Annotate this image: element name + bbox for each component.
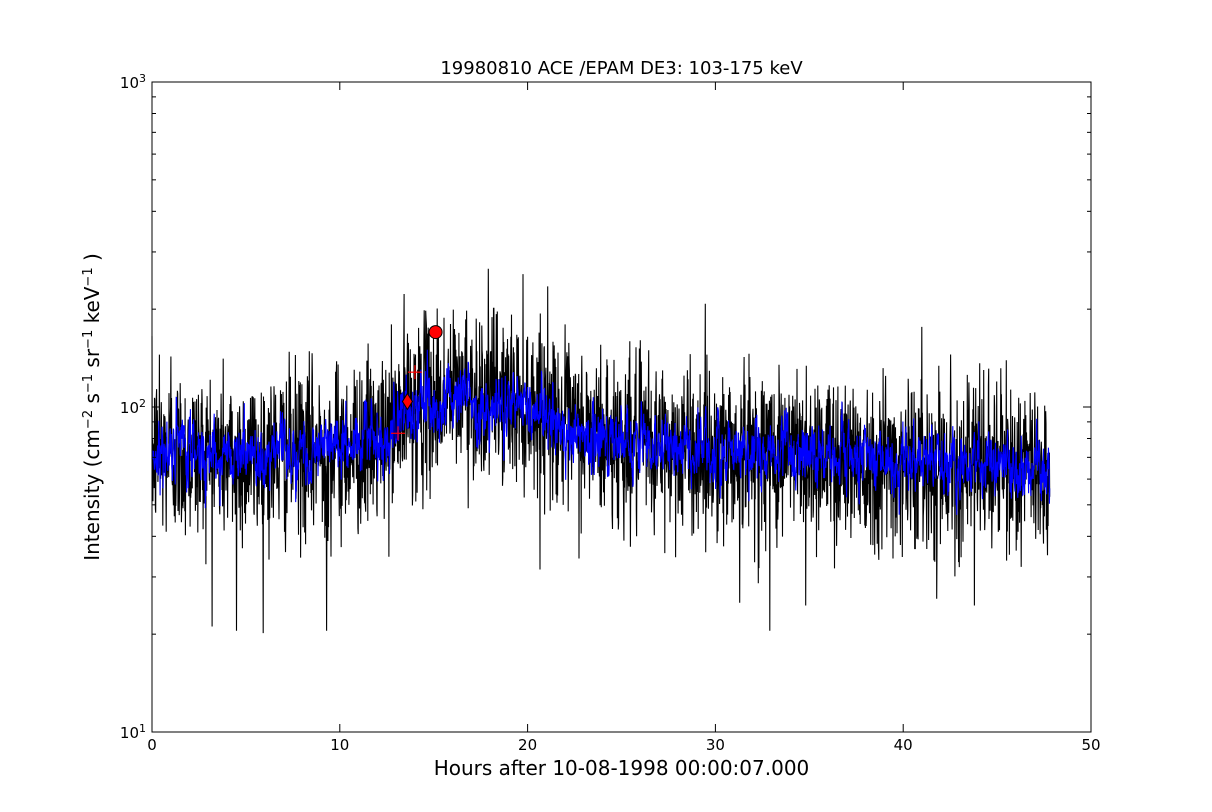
x-tick-label: 0 [147, 736, 157, 754]
y-tick-label-base: 10 [120, 399, 139, 417]
x-tick-label: 30 [706, 736, 725, 754]
y-tick-label: 102 [120, 397, 146, 418]
y-axis-label-suffix: ) [80, 253, 104, 267]
y-tick-label-exp: 2 [139, 397, 146, 410]
x-tick-label: 50 [1081, 736, 1100, 754]
y-axis-label-exp4: −1 [81, 267, 96, 286]
x-tick-label: 10 [330, 736, 349, 754]
plot-area [151, 81, 1092, 733]
y-axis-label-mid3: keV [80, 286, 104, 330]
event-marker-diamond [401, 392, 413, 411]
y-axis-label-mid1: s [80, 393, 104, 410]
y-axis-label: Intensity (cm−2 s−1 sr−1 keV−1 ) [80, 253, 104, 561]
y-axis-label-mid2: sr [80, 348, 104, 374]
event-marker-plus [391, 426, 406, 441]
smoothed-intensity-line [151, 349, 1051, 515]
chart-title: 19980810 ACE /EPAM DE3: 103-175 keV [440, 58, 803, 79]
y-axis-label-prefix: Intensity (cm [80, 429, 104, 561]
y-tick-label: 101 [120, 722, 146, 743]
y-tick-label: 103 [120, 72, 146, 93]
y-tick-label-base: 10 [120, 724, 139, 742]
x-axis-label: Hours after 10-08-1998 00:00:07.000 [434, 756, 810, 780]
event-marker-circle [428, 325, 443, 340]
y-tick-label-base: 10 [120, 74, 139, 92]
x-tick-label: 20 [518, 736, 537, 754]
y-tick-label-exp: 3 [139, 72, 146, 85]
x-tick-label: 40 [894, 736, 913, 754]
y-axis-label-exp3: −1 [81, 330, 96, 349]
y-axis-label-exp2: −1 [81, 374, 96, 393]
event-marker-plus [407, 365, 422, 380]
y-tick-label-exp: 1 [139, 722, 146, 735]
marker-layer [391, 325, 443, 441]
y-axis-label-exp1: −2 [81, 410, 96, 429]
series-layer [151, 268, 1051, 634]
